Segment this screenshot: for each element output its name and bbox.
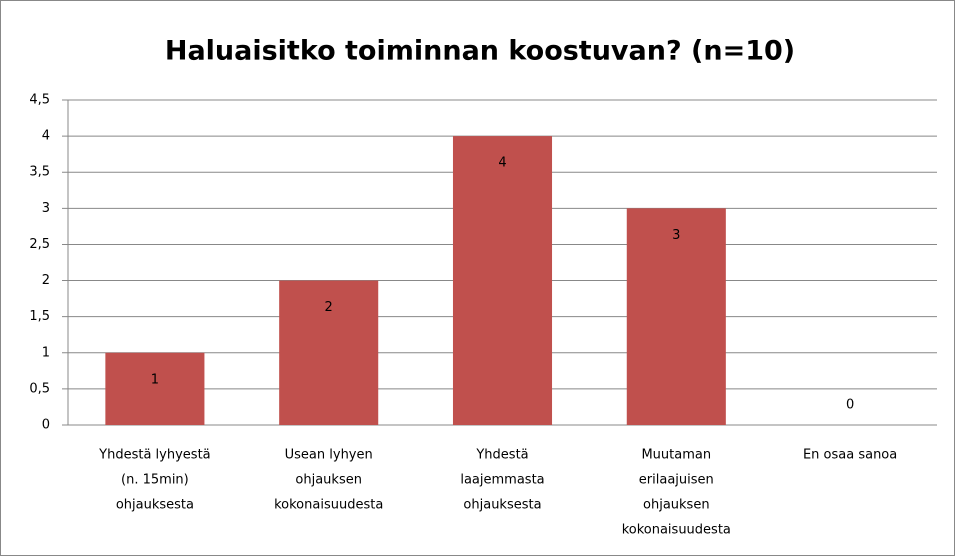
y-tick-label: 4 <box>42 129 50 144</box>
x-tick-label: Muutaman <box>641 448 711 463</box>
y-tick-label: 2,5 <box>29 237 50 252</box>
x-tick-label: (n. 15min) <box>121 473 189 488</box>
y-tick-label: 1 <box>42 345 50 360</box>
x-tick-label: kokonaisuudesta <box>274 498 383 513</box>
x-tick-label: laajemmasta <box>460 473 544 488</box>
y-tick-label: 2 <box>42 273 50 288</box>
bar <box>452 136 553 425</box>
bar <box>279 280 379 425</box>
data-label: 1 <box>151 372 159 387</box>
y-tick-label: 0 <box>42 418 50 433</box>
data-label: 0 <box>846 398 854 413</box>
x-tick-label: Yhdestä lyhyestä <box>98 448 210 463</box>
x-tick-label: kokonaisuudesta <box>622 523 731 538</box>
y-tick-label: 1,5 <box>29 309 50 324</box>
bar <box>626 208 726 425</box>
data-label: 3 <box>672 228 680 243</box>
x-tick-label: erilaajuisen <box>639 473 714 488</box>
y-tick-label: 3 <box>42 201 50 216</box>
y-tick-label: 4,5 <box>29 93 50 108</box>
x-tick-label: ohjauksen <box>295 473 362 488</box>
x-tick-label: ohjauksesta <box>116 498 194 513</box>
y-tick-label: 0,5 <box>29 381 50 396</box>
x-tick-label: Usean lyhyen <box>285 448 373 463</box>
chart-title: Haluaisitko toiminnan koostuvan? (n=10) <box>165 36 795 67</box>
x-tick-label: ohjauksen <box>643 498 710 513</box>
bar <box>105 352 205 425</box>
data-label: 2 <box>325 300 333 315</box>
data-label: 4 <box>498 156 506 171</box>
x-tick-label: En osaa sanoa <box>803 448 897 463</box>
x-tick-label: ohjauksesta <box>463 498 541 513</box>
y-tick-label: 3,5 <box>29 165 50 180</box>
x-tick-label: Yhdestä <box>475 448 528 463</box>
